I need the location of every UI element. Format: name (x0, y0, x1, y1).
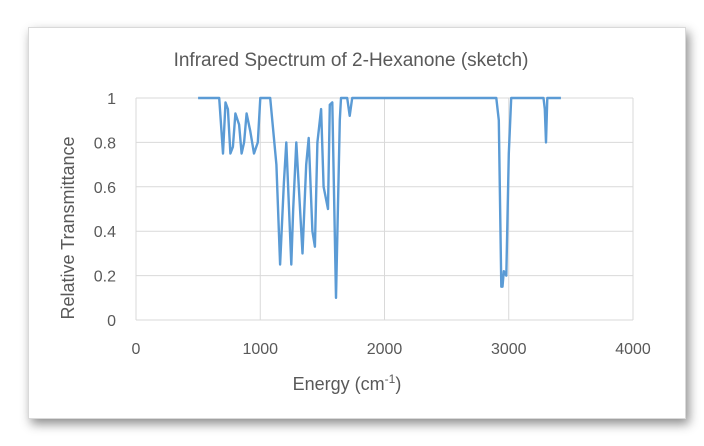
y-tick-label: 0 (107, 313, 116, 330)
x-tick-label: 3000 (491, 341, 527, 358)
x-tick-label: 1000 (242, 341, 278, 358)
y-tick-labels: 0 0.2 0.4 0.6 0.8 1 (94, 91, 116, 330)
chart-svg: Infrared Spectrum of 2-Hexanone (sketch)… (58, 50, 651, 394)
x-tick-label: 2000 (367, 341, 403, 358)
x-axis-label: Energy (cm-1) (293, 372, 402, 394)
y-tick-label: 0.2 (94, 269, 116, 286)
x-tick-label: 4000 (615, 341, 651, 358)
y-tick-label: 1 (107, 91, 116, 108)
x-axis-label-main: Energy (cm (293, 374, 385, 394)
chart-title: Infrared Spectrum of 2-Hexanone (sketch) (174, 50, 529, 71)
x-tick-label: 0 (132, 341, 141, 358)
x-axis-label-sup: -1 (385, 372, 396, 386)
x-axis-label-end: ) (395, 374, 401, 394)
x-tick-labels: 0 1000 2000 3000 4000 (132, 341, 651, 358)
y-tick-label: 0.6 (94, 180, 116, 197)
chart-card: Infrared Spectrum of 2-Hexanone (sketch)… (28, 27, 686, 419)
gridlines (135, 97, 634, 321)
series-line (198, 96, 561, 299)
y-axis-label: Relative Transmittance (58, 136, 78, 319)
y-tick-label: 0.8 (94, 135, 116, 152)
y-tick-label: 0.4 (94, 224, 116, 241)
